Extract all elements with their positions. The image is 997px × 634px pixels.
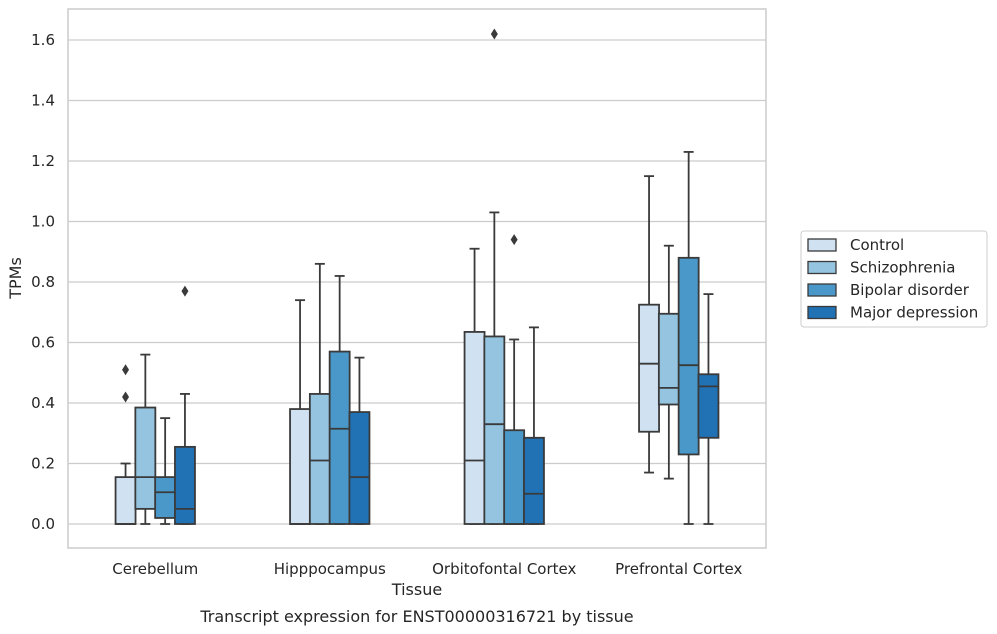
legend: Control Schizophrenia Bipolar disorder Majo…: [800, 230, 988, 328]
box-layer: [114, 28, 720, 525]
y-tick-label: 1.6: [31, 31, 55, 49]
y-tick-label: 0.0: [31, 515, 55, 533]
outlier-point: [122, 364, 130, 376]
legend-entries: Control Schizophrenia Bipolar disorder Majo…: [807, 236, 978, 322]
box-2-2: [503, 234, 526, 525]
box-iqr: [638, 303, 660, 433]
box-iqr: [134, 406, 157, 510]
outlier-point: [510, 234, 518, 246]
box-iqr: [483, 335, 506, 525]
y-tick-label: 0.2: [31, 455, 55, 473]
outlier-point: [181, 285, 189, 297]
box-2-0: [463, 247, 486, 525]
box-iqr: [289, 408, 311, 525]
x-tick-label: Hipppocampus: [274, 560, 386, 578]
box-3-3: [697, 293, 720, 525]
box-iqr: [523, 436, 545, 525]
outlier-point: [490, 28, 498, 40]
box-iqr: [154, 476, 177, 519]
legend-swatch: [807, 305, 837, 320]
legend-swatch: [807, 238, 837, 252]
x-axis-label: Tissue: [391, 580, 442, 599]
y-tick-label: 1.0: [31, 213, 55, 231]
plot-frame: [67, 8, 767, 549]
x-tick-label: Cerebellum: [112, 560, 198, 578]
box-2-3: [523, 326, 545, 525]
legend-item: Schizophrenia: [807, 259, 955, 277]
box-iqr: [677, 256, 700, 456]
box-iqr: [328, 350, 351, 525]
legend-swatch: [807, 260, 837, 275]
box-1-2: [328, 275, 351, 525]
y-tick-label: 1.4: [31, 92, 55, 110]
legend-item: Control: [807, 236, 904, 254]
box-3-2: [677, 151, 700, 525]
y-tick-label: 0.6: [31, 334, 55, 352]
plot-background: [68, 9, 766, 548]
y-tick-label: 1.2: [31, 152, 55, 170]
x-tick-label: Orbitofontal Cortex: [432, 560, 576, 578]
box-1-3: [348, 356, 371, 525]
legend-label: Schizophrenia: [850, 259, 955, 277]
y-tick-label: 0.4: [31, 394, 55, 412]
box-iqr: [503, 429, 526, 525]
x-tick-label: Prefrontal Cortex: [615, 560, 742, 578]
box-0-1: [134, 353, 157, 525]
y-tick-label: 0.8: [31, 273, 55, 291]
box-2-1: [483, 28, 506, 525]
outlier-point: [122, 391, 130, 403]
y-axis-label: TPMs: [6, 257, 25, 300]
legend-item: Major depression: [807, 304, 978, 322]
chart-caption: Transcript expression for ENST0000031672…: [199, 607, 633, 626]
x-tick-labels: Cerebellum Hipppocampus Orbitofontal Corte…: [112, 560, 742, 578]
y-tick-labels: 0.0 0.2 0.4 0.6 0.8 1.0 1.2 1.4 1.6: [31, 31, 55, 533]
box-iqr: [308, 393, 331, 525]
legend-item: Bipolar disorder: [807, 281, 970, 299]
box-iqr: [114, 476, 137, 525]
legend-label: Bipolar disorder: [850, 281, 970, 299]
box-iqr: [463, 331, 486, 525]
box-0-0: [114, 364, 137, 525]
box-iqr: [348, 411, 371, 525]
legend-swatch: [807, 283, 837, 297]
legend-label: Control: [850, 236, 904, 254]
box-0-3: [174, 285, 196, 525]
box-iqr: [697, 373, 720, 439]
legend-frame: [800, 230, 988, 328]
box-iqr: [657, 312, 680, 406]
legend-label: Major depression: [850, 304, 978, 322]
box-iqr: [174, 445, 196, 525]
